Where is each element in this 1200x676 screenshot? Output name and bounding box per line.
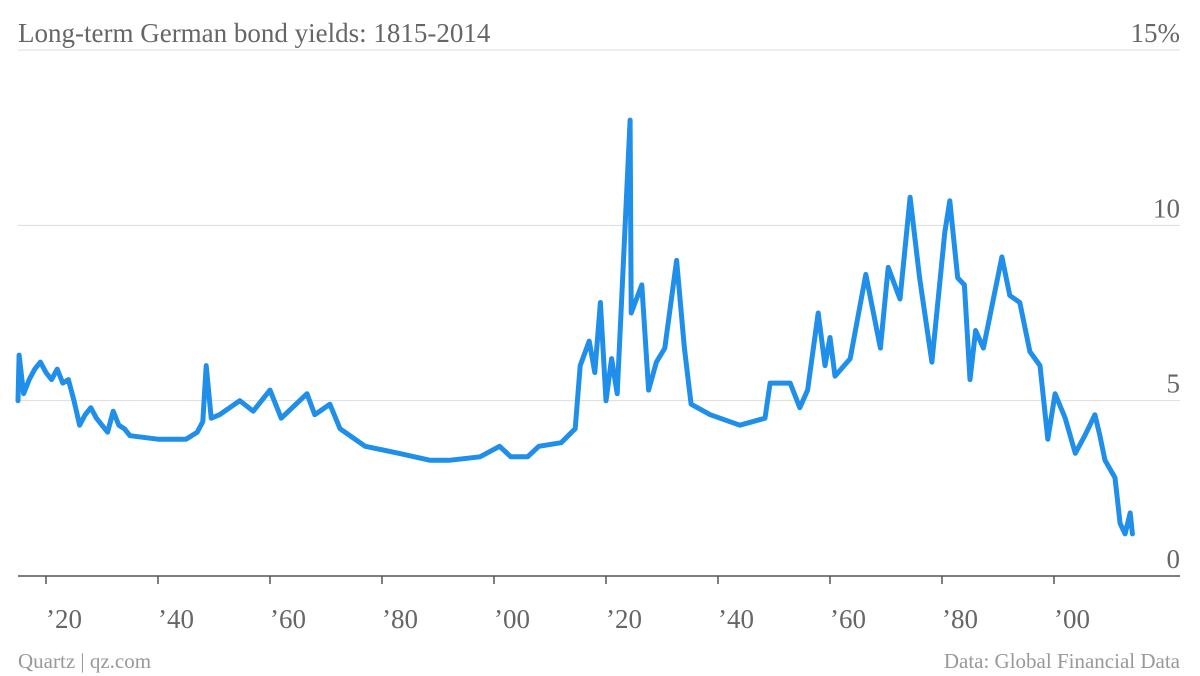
- source-left: Quartz | qz.com: [18, 649, 151, 673]
- x-tick-label: ’20: [606, 604, 642, 634]
- x-tick-label: ’80: [942, 604, 978, 634]
- x-tick-label: ’00: [1054, 604, 1090, 634]
- source-right: Data: Global Financial Data: [944, 649, 1181, 673]
- y-tick-label: 15%: [1131, 18, 1181, 48]
- chart-title: Long-term German bond yields: 1815-2014: [18, 18, 491, 48]
- x-tick-label: ’40: [718, 604, 754, 634]
- y-tick-label: 5: [1167, 369, 1181, 399]
- line: [15, 117, 1135, 537]
- x-tick-label: ’80: [382, 604, 418, 634]
- x-tick-label: ’60: [270, 604, 306, 634]
- x-tick-label: ’60: [830, 604, 866, 634]
- x-tick-label: ’20: [46, 604, 82, 634]
- y-tick-label: 10: [1153, 193, 1180, 223]
- y-tick-label: 0: [1167, 544, 1181, 574]
- x-tick-label: ’00: [494, 604, 530, 634]
- x-tick-label: ’40: [158, 604, 194, 634]
